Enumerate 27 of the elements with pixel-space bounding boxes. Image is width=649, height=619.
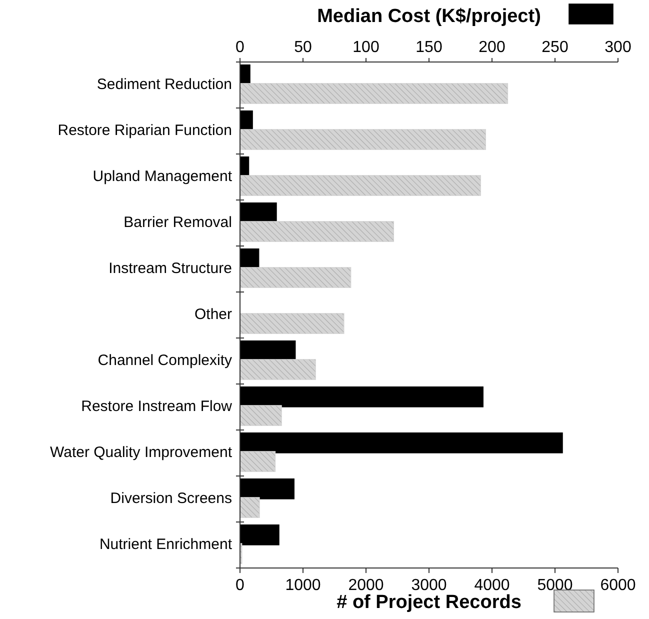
x2-tick-label: 50 xyxy=(294,39,312,56)
x2-tick-label: 200 xyxy=(478,39,506,56)
y-tick-label: Sediment Reduction xyxy=(96,76,232,93)
y-tick-label: Instream Structure xyxy=(108,260,232,277)
y-tick-label: Restore Riparian Function xyxy=(58,122,232,139)
x-tick-label: 4000 xyxy=(474,577,510,594)
x-tick-label: 2000 xyxy=(348,577,384,594)
x-tick-label: 5000 xyxy=(537,577,573,594)
x2-tick-label: 100 xyxy=(352,39,380,56)
x-tick-label: 3000 xyxy=(411,577,447,594)
x-tick-label: 0 xyxy=(236,577,245,594)
y-tick-label: Upland Management xyxy=(92,168,233,185)
y-tick-label: Channel Complexity xyxy=(98,352,232,369)
x-tick-label: 1000 xyxy=(285,577,321,594)
legend-label: # of Project Records xyxy=(336,592,522,613)
x2-tick-label: 300 xyxy=(604,39,632,56)
y-tick-label: Nutrient Enrichment xyxy=(99,536,233,553)
y-tick-label: Barrier Removal xyxy=(124,214,232,231)
y-tick-label: Water Quality Improvement xyxy=(50,444,233,461)
x-tick-label: 6000 xyxy=(600,577,636,594)
y-tick-label: Restore Instream Flow xyxy=(81,398,232,415)
y-tick-label: Other xyxy=(194,306,232,323)
x2-tick-label: 150 xyxy=(416,39,442,56)
x2-tick-label: 250 xyxy=(542,39,568,56)
y-tick-label: Diversion Screens xyxy=(110,490,232,507)
legend-label: Median Cost (K$/project) xyxy=(317,6,541,27)
x2-tick-label: 0 xyxy=(236,39,245,56)
